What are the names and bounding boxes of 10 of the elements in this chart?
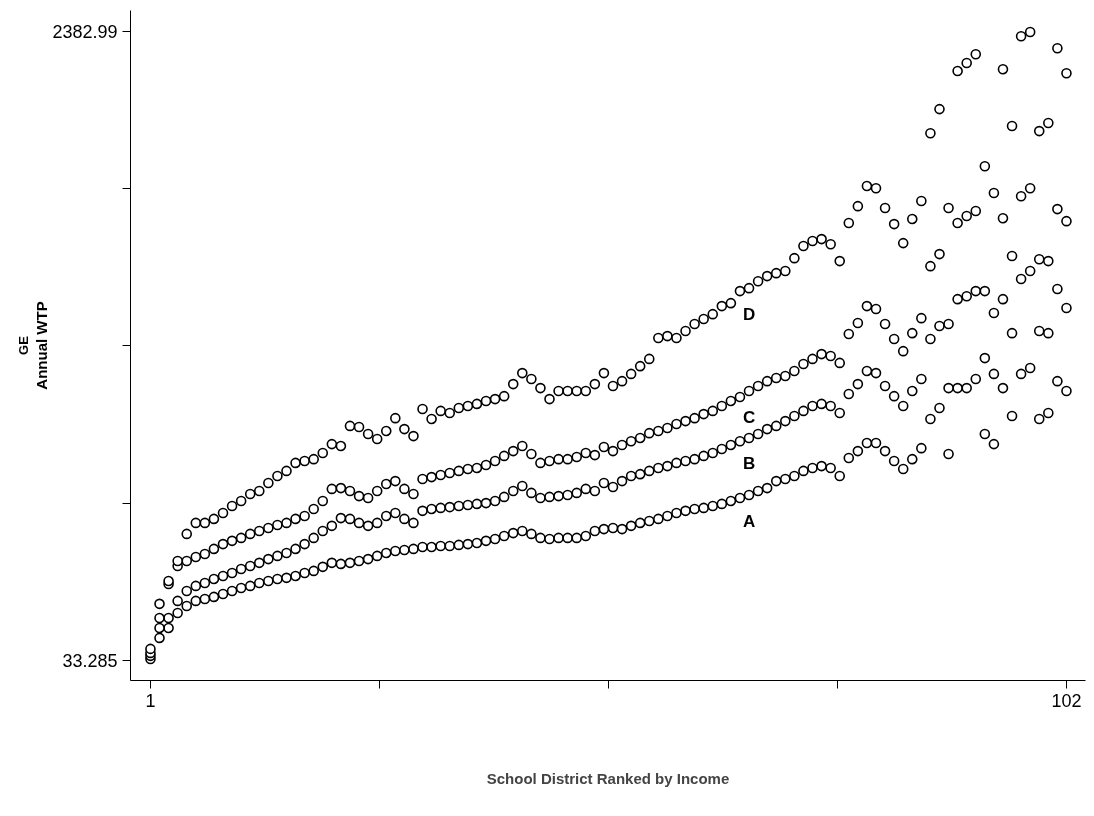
y-axis-title: Annual WTPGE <box>15 301 50 390</box>
x-tick-label: 1 <box>145 690 156 711</box>
y-tick-label: 33.285 <box>62 651 118 672</box>
series-label: C <box>742 407 756 427</box>
y-tick-label: 2382.99 <box>52 21 118 42</box>
x-tick-label: 102 <box>1051 690 1082 711</box>
series-label: D <box>742 304 756 324</box>
series-label: B <box>742 454 756 474</box>
series-label: A <box>742 511 756 531</box>
x-axis-title: School District Ranked by Income <box>486 769 730 787</box>
